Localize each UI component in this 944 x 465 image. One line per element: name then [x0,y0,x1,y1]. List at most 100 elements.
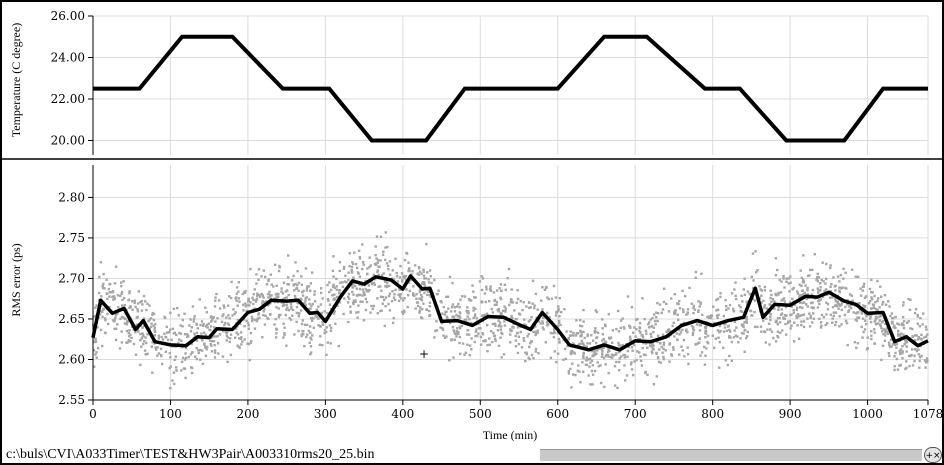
rms-scatter-point [655,351,658,355]
rms-scatter-point [456,315,459,318]
rms-scatter-point [276,295,280,298]
rms-scatter-point [673,312,676,316]
rms-scatter-point [791,297,794,300]
rms-scatter-point [143,349,147,352]
rms-scatter-point [382,250,385,253]
rms-scatter-point [470,321,473,325]
rms-scatter-point [223,321,227,325]
rms-scatter-point [377,273,380,277]
rms-scatter-point [762,299,765,303]
rms-scatter-point [193,335,197,338]
rms-scatter-point [883,294,887,297]
rms-scatter-point [528,357,531,361]
rms-scatter-point [898,351,902,354]
rms-scatter-point [391,269,394,272]
rms-scatter-point [806,317,809,320]
rms-scatter-point [247,327,250,330]
rms-scatter-point [122,280,125,283]
rms-scatter-point [212,340,216,343]
rms-scatter-point [854,275,857,278]
rms-scatter-point [792,308,795,312]
rms-scatter-point [608,349,611,352]
rms-scatter-point [577,332,580,335]
rms-scatter-point [285,296,288,299]
rms-scatter-point [101,286,105,290]
rms-scatter-point [810,306,813,309]
rms-scatter-point [802,254,805,257]
rms-scatter-point [210,320,213,323]
rms-scatter-point [609,356,612,359]
rms-scatter-point [619,355,623,358]
rms-scatter-point [139,301,142,304]
rms-scatter-point [567,337,570,340]
rms-scatter-point [843,313,846,317]
rms-scatter-point [291,308,295,312]
rms-scatter-point [216,342,220,345]
rms-scatter-point [500,289,503,293]
rms-scatter-point [698,305,701,308]
rms-scatter-point [817,276,821,279]
rms-scatter-point [132,342,136,346]
rms-scatter-point [153,330,157,333]
rms-scatter-point [430,281,433,285]
rms-scatter-point [653,319,657,323]
rms-scatter-point [386,245,389,249]
rms-scatter-point [128,290,131,293]
rms-scatter-point [890,312,894,315]
rms-tick-label: 2.75 [58,231,85,245]
rms-scatter-point [676,302,679,305]
rms-scatter-point [824,282,827,285]
rms-scatter-point [106,297,109,301]
rms-scatter-point [243,291,247,294]
rms-scatter-point [239,322,242,325]
rms-scatter-point [413,264,417,267]
rms-scatter-point [567,370,570,373]
rms-scatter-point [275,336,278,339]
rms-scatter-point [668,330,672,333]
rms-scatter-point [101,308,105,311]
rms-scatter-point [120,290,124,294]
rms-scatter-point [155,348,158,351]
rms-scatter-point [594,309,597,312]
rms-scatter-point [393,293,396,296]
rms-scatter-point [594,327,597,330]
rms-scatter-point [493,299,496,302]
rms-scatter-point [732,310,735,313]
temperature-tick-label: 26.00 [51,9,85,23]
rms-scatter-point [898,364,902,367]
rms-scatter-point [821,261,824,264]
rms-scatter-point [780,280,783,283]
rms-scatter-point [319,291,323,295]
rms-scatter-point [308,325,312,328]
rms-scatter-point [582,356,585,360]
rms-scatter-point [232,308,235,311]
rms-scatter-point [170,338,173,342]
rms-scatter-point [226,336,229,339]
rms-scatter-point [856,342,860,345]
horizontal-scrollbar[interactable] [540,449,922,461]
zoom-icon[interactable]: +× [924,447,942,463]
rms-scatter-point [708,315,711,318]
rms-scatter-point [474,296,477,299]
rms-scatter-point [607,313,610,316]
time-tick-label: 600 [546,407,569,421]
rms-scatter-point [204,354,208,357]
rms-scatter-point [863,328,867,331]
rms-scatter-point [913,334,917,337]
rms-scatter-point [850,300,854,303]
rms-scatter-point [491,322,495,326]
rms-scatter-point [463,295,467,298]
rms-scatter-point [345,281,348,284]
rms-scatter-point [699,301,702,304]
rms-scatter-point [120,330,123,333]
rms-scatter-point [175,366,178,369]
rms-scatter-point [310,304,313,307]
rms-scatter-point [445,315,449,319]
rms-scatter-point [743,350,746,353]
rms-scatter-point [692,328,696,332]
rms-scatter-point [891,317,894,320]
rms-scatter-point [317,305,320,308]
rms-scatter-point [796,306,799,310]
rms-scatter-point [353,284,357,288]
rms-scatter-point [848,305,851,308]
